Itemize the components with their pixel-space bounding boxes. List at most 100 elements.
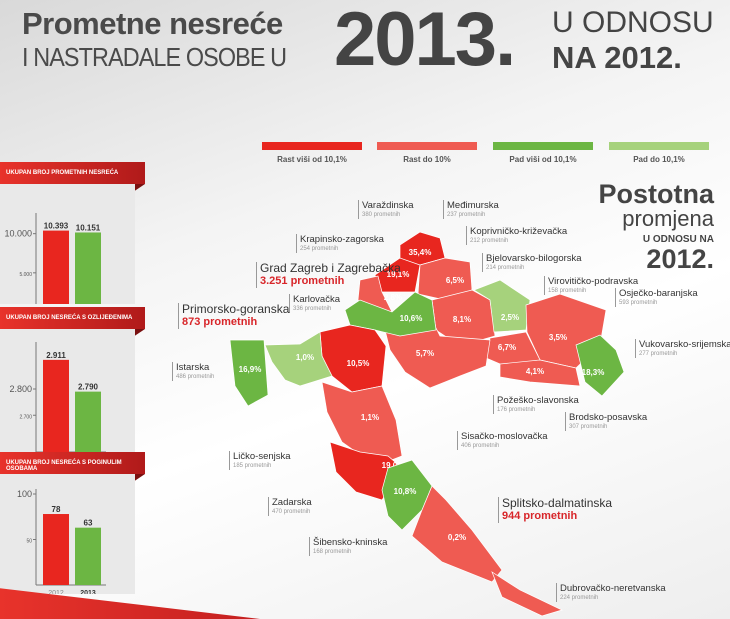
county-label: Ličko-senjska 185 prometnih	[229, 451, 291, 470]
caption-d: 2012.	[646, 244, 714, 274]
county-name: Istarska	[176, 362, 210, 373]
tick-label: 10.000	[4, 229, 32, 239]
legend-swatch	[493, 142, 593, 150]
county-name: Dubrovačko-neretvanska	[560, 583, 666, 594]
ribbon-fold	[133, 184, 145, 192]
legend-item: Pad viši od 10,1%	[493, 142, 593, 164]
legend-label: Pad do 10,1%	[633, 155, 685, 164]
county-percent: 35,4%	[409, 248, 432, 257]
legend-label: Rast do 10%	[403, 155, 451, 164]
county-accidents: 873 prometnih	[182, 316, 258, 328]
tick-label: 2.800	[9, 384, 32, 394]
county-accidents: 944 prometnih	[502, 510, 578, 522]
ribbon-fold	[133, 474, 145, 482]
county-percent: 1,1%	[361, 413, 379, 422]
legend-swatch	[262, 142, 362, 150]
county-name: Koprivničko-križevačka	[470, 226, 568, 237]
value-label: 78	[52, 505, 61, 514]
county-region	[411, 485, 503, 583]
chart-body: 100 50 78 2012 63 2013	[0, 474, 135, 597]
county-name: Zadarska	[272, 497, 312, 508]
county-name: Šibensko-kninska	[313, 537, 388, 548]
county-name: Grad Zagreb i Zagrebačka	[260, 261, 401, 275]
bar-chart-panel: UKUPAN BROJ NESREĆA S POGINULIM OSOBAMA 1…	[0, 452, 145, 597]
tick-label: 50	[26, 539, 32, 545]
ribbon-fold	[133, 329, 145, 337]
county-region	[575, 334, 625, 397]
county-name: Karlovačka	[293, 294, 340, 305]
legend-label: Rast viši od 10,1%	[277, 155, 347, 164]
legend-item: Pad do 10,1%	[609, 142, 709, 164]
legend-label: Pad viši od 10,1%	[509, 155, 577, 164]
county-label: Šibensko-kninska 168 prometnih	[309, 537, 387, 556]
county-accidents: 168 prometnih	[313, 549, 352, 555]
county-region	[321, 381, 403, 467]
title-line3: U ODNOSU	[552, 6, 714, 39]
category-label: 2013	[80, 590, 96, 594]
bar	[43, 359, 69, 452]
county-region	[264, 331, 333, 387]
chart-title: UKUPAN BROJ NESREĆA S OZLIJEĐENIMA	[0, 307, 145, 329]
tick-label: 2.700	[19, 414, 32, 420]
county-name: Splitsko-dalmatinska	[502, 496, 613, 510]
county-accidents: 254 prometnih	[300, 246, 339, 252]
county-name: Međimurska	[447, 200, 499, 211]
legend-swatch	[377, 142, 477, 150]
legend-swatch	[609, 142, 709, 150]
county-label: Požeško-slavonska 176 prometnih	[493, 395, 579, 414]
legend-item: Rast viši od 10,1%	[262, 142, 362, 164]
county-region	[473, 279, 531, 333]
category-label: 2012	[48, 590, 64, 594]
bar	[43, 230, 69, 312]
county-percent: 10,5%	[347, 359, 370, 368]
county-percent: 10,8%	[394, 487, 417, 496]
chart-title: UKUPAN BROJ NESREĆA S POGINULIM OSOBAMA	[0, 452, 145, 474]
county-label: Splitsko-dalmatinska 944 prometnih	[498, 497, 612, 523]
county-accidents: 185 prometnih	[233, 463, 272, 469]
county-accidents: 214 prometnih	[486, 265, 525, 271]
bar-chart: 100 50 78 2012 63 2013	[17, 489, 106, 597]
county-label: Istarska 486 prometnih	[172, 362, 214, 381]
county-percent: 19,1%	[387, 270, 410, 279]
county-accidents: 237 prometnih	[447, 212, 486, 218]
county-label: Međimurska 237 prometnih	[443, 200, 499, 219]
county-percent: 0,2%	[448, 533, 466, 542]
county-accidents: 307 prometnih	[569, 424, 608, 430]
bar-chart-panel: UKUPAN BROJ NESREĆA S OZLIJEĐENIMA 2.800 2…	[0, 307, 145, 464]
county-accidents: 470 prometnih	[272, 509, 311, 515]
county-label: Zadarska 470 prometnih	[268, 497, 312, 516]
title-line2: I NASTRADALE OSOBE U	[22, 42, 287, 72]
legend-item: Rast do 10%	[377, 142, 477, 164]
title-line4: NA 2012.	[552, 40, 682, 75]
county-accidents: 486 prometnih	[176, 374, 215, 380]
county-percent: 5,7%	[416, 349, 434, 358]
county-accidents: 158 prometnih	[548, 288, 587, 294]
county-name: Virovitičko-podravska	[548, 276, 639, 287]
county-label: Grad Zagreb i Zagrebačka 3.251 prometnih	[256, 262, 401, 288]
county-name: Primorsko-goranska	[182, 302, 290, 316]
county-percent: 18,3%	[582, 368, 605, 377]
county-percent: 8,1%	[453, 315, 471, 324]
county-percent: 1,0%	[296, 353, 314, 362]
county-label: Virovitičko-podravska 158 prometnih	[544, 276, 638, 295]
header: Prometne nesreće I NASTRADALE OSOBE U 20…	[0, 0, 730, 95]
value-label: 10.151	[76, 223, 101, 232]
county-accidents: 176 prometnih	[497, 407, 536, 413]
caption-a: Postotna	[598, 179, 714, 209]
title-year: 2013.	[334, 0, 516, 82]
bar	[43, 514, 69, 585]
county-region	[229, 339, 269, 407]
county-region	[491, 571, 563, 617]
county-label: Krapinsko-zagorska 254 prometnih	[296, 234, 384, 253]
caption-c: U ODNOSU NA	[642, 234, 714, 245]
county-percent: 2,8%	[384, 293, 402, 302]
tick-label: 100	[17, 489, 32, 499]
value-label: 10.393	[44, 222, 69, 231]
tick-label: 5.000	[19, 272, 32, 278]
county-name: Varaždinska	[362, 200, 414, 211]
county-name: Osječko-baranjska	[619, 288, 698, 299]
county-percent: 19,0%	[382, 461, 405, 470]
